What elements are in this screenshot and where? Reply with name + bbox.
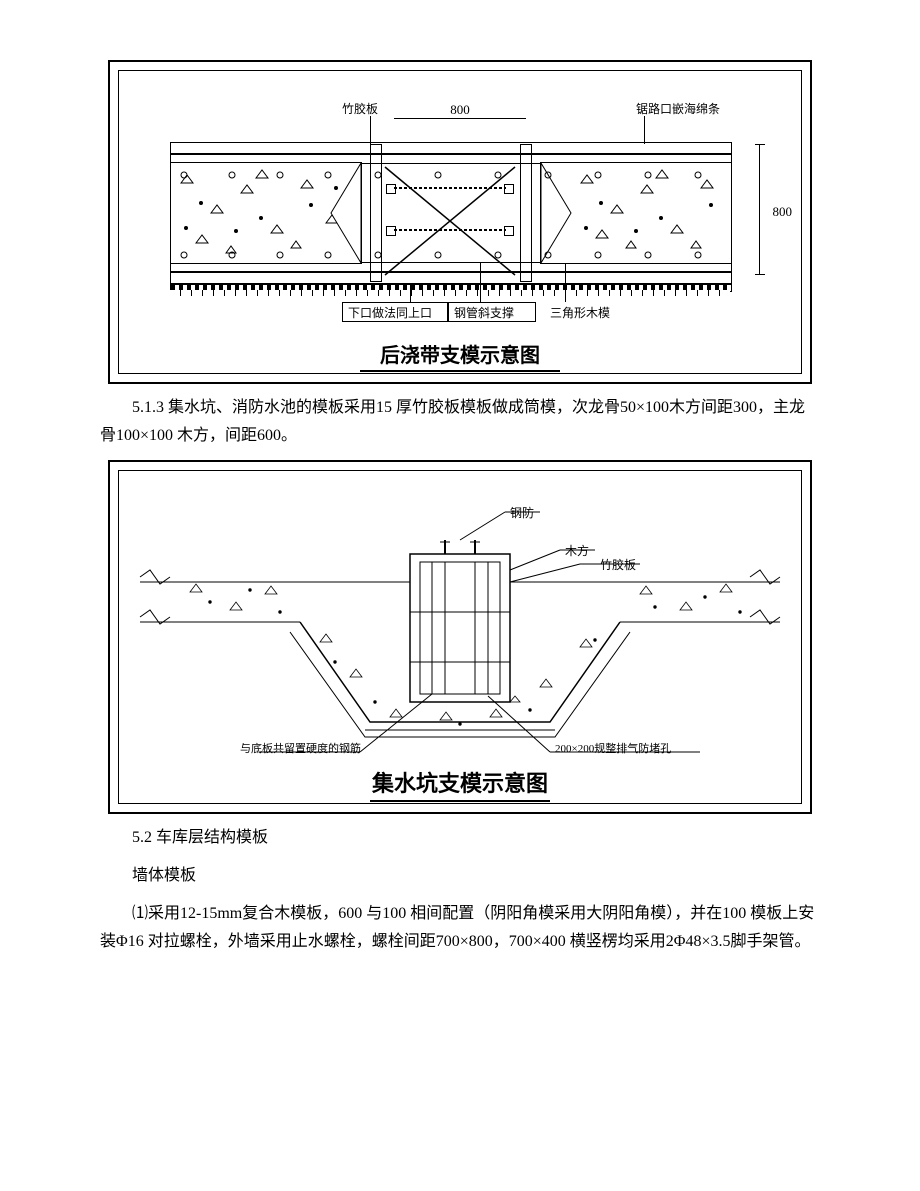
dim-width-label: 800 [450,102,470,118]
para-5-1-3: 5.1.3 集水坑、消防水池的模板采用15 厚竹胶板模板做成筒模，次龙骨50×1… [100,394,820,450]
label-top-left: 竹胶板 [342,100,378,117]
sump-svg [110,462,810,812]
label-bottom-right: 三角形木模 [550,304,610,321]
label-bottom-left: 下口做法同上口 [348,304,432,321]
label-bottom-center: 钢管斜支撑 [454,304,514,321]
diagram-sump: 钢防 木方 竹胶板 与底板共留置硬度的钢筋 200×200规整排气防堵孔 集水坑… [108,460,812,814]
subheading-wall: 墙体模板 [100,862,820,890]
d2-label-bottom-left: 与底板共留置硬度的钢筋 [240,740,361,756]
d2-label-top-center: 钢防 [510,504,534,521]
heading-5-2: 5.2 车库层结构模板 [100,824,820,852]
dim-height-label: 800 [773,204,793,220]
d2-label-top-right2: 竹胶板 [600,556,636,573]
diagram1-title: 后浇带支模示意图 [110,339,810,368]
label-top-right: 锯路口嵌海绵条 [636,100,720,117]
diagram2-title: 集水坑支模示意图 [110,766,810,798]
d2-label-bottom-right: 200×200规整排气防堵孔 [555,740,671,756]
diagram-pour-strip: 800 竹胶板 锯路口嵌海绵条 800 [108,60,812,384]
d2-label-top-right1: 木方 [565,542,589,559]
para-5-2-item1: ⑴采用12-15mm复合木模板，600 与100 相间配置（阴阳角模采用大阴阳角… [100,900,820,956]
